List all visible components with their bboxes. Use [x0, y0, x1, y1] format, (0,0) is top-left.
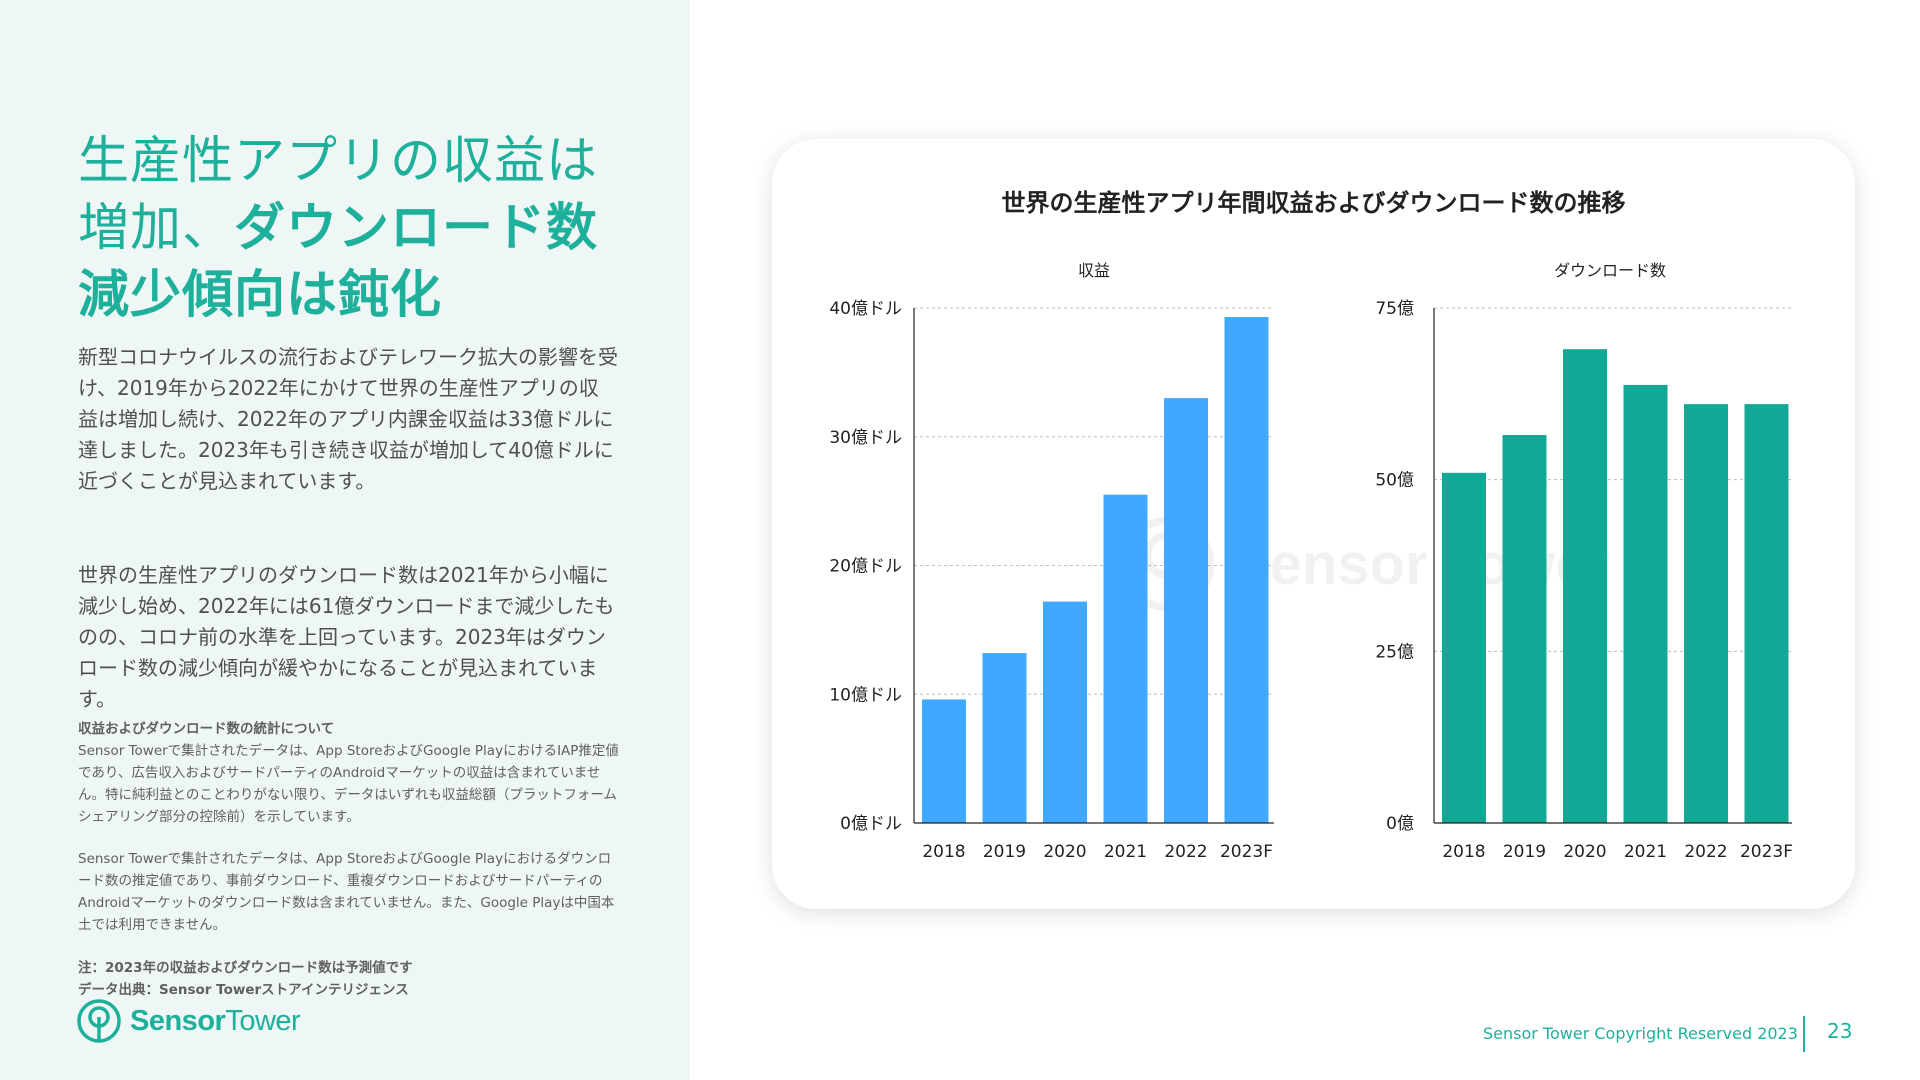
- notes-download: Sensor Towerで集計されたデータは、App StoreおよびGoogl…: [78, 848, 623, 936]
- footnote-source: データ出典：Sensor Towerストアインテリジェンス: [78, 982, 409, 998]
- downloads-xtick-label: 2023F: [1740, 842, 1793, 862]
- downloads-bar-2022: [1684, 404, 1728, 823]
- downloads-bar-2023F: [1744, 404, 1789, 823]
- page-number: 23: [1827, 1019, 1853, 1043]
- revenue-xtick-label: 2022: [1164, 842, 1207, 862]
- revenue-bar-2019: [982, 653, 1027, 823]
- revenue-xtick-label: 2021: [1104, 842, 1147, 862]
- headline-line-1: 生産性アプリの収益は: [78, 132, 599, 191]
- revenue-xtick-label: 2023F: [1220, 842, 1273, 862]
- revenue-bar-2021: [1103, 494, 1148, 823]
- headline-line-2-normal: 増加、: [78, 199, 235, 258]
- revenue-bar-2022: [1164, 398, 1208, 823]
- footer-copyright: Sensor Tower Copyright Reserved 2023: [1483, 1024, 1798, 1043]
- footer-divider: [1803, 1016, 1805, 1052]
- downloads-bar-2019: [1502, 435, 1547, 823]
- chart-title: 世界の生産性アプリ年間収益およびダウンロード数の推移: [1001, 189, 1626, 217]
- notes-download-text: Sensor Towerで集計されたデータは、App StoreおよびGoogl…: [78, 851, 615, 933]
- downloads-ytick-label: 25億: [1375, 642, 1414, 662]
- revenue-xtick-label: 2018: [922, 842, 965, 862]
- logo-word-2: Tower: [225, 1004, 301, 1037]
- footnote-forecast: 注：2023年の収益およびダウンロード数は予測値です: [78, 960, 413, 976]
- downloads-bar-2020: [1563, 349, 1607, 823]
- logo-wordmark: SensorTower: [130, 1004, 301, 1038]
- downloads-ytick-label: 75億: [1375, 299, 1414, 319]
- revenue-ytick-label: 20億ドル: [829, 557, 902, 577]
- notes-revenue: 収益およびダウンロード数の統計について Sensor Towerで集計されたデー…: [78, 718, 623, 828]
- notes-heading: 収益およびダウンロード数の統計について: [78, 721, 335, 737]
- downloads-ytick-label: 0億: [1386, 814, 1414, 834]
- downloads-bar-2021: [1623, 384, 1668, 823]
- logo-word-1: Sensor: [130, 1004, 226, 1037]
- body-paragraph-revenue: 新型コロナウイルスの流行およびテレワーク拡大の影響を受け、2019年から2022…: [78, 345, 618, 493]
- headline-line-3: 減少傾向は鈍化: [78, 266, 443, 325]
- left-panel: 生産性アプリの収益は 増加、ダウンロード数 減少傾向は鈍化 新型コロナウイルスの…: [0, 0, 690, 1080]
- revenue-xtick-label: 2019: [983, 842, 1026, 862]
- sensor-tower-logo-icon: [77, 999, 121, 1043]
- downloads-xtick-label: 2018: [1442, 842, 1485, 862]
- headline-line-2: 増加、ダウンロード数: [78, 195, 658, 262]
- downloads-xtick-label: 2021: [1624, 842, 1667, 862]
- revenue-ytick-label: 10億ドル: [829, 685, 902, 705]
- downloads-bar-2018: [1442, 472, 1486, 823]
- revenue-xtick-label: 2020: [1043, 842, 1086, 862]
- sensor-tower-logo: SensorTower: [76, 998, 301, 1044]
- headline-line-2-bold: ダウンロード数: [234, 199, 599, 258]
- downloads-xtick-label: 2019: [1503, 842, 1546, 862]
- revenue-bar-2023F: [1224, 317, 1269, 823]
- page-headline: 生産性アプリの収益は 増加、ダウンロード数 減少傾向は鈍化: [78, 128, 658, 329]
- chart-svg: 収益 0億ドル 10億ドル 20億ドル 30億ドル 40億ドル 2018 2019 2020 20…: [829, 261, 1793, 862]
- revenue-ytick-label: 0億ドル: [840, 814, 902, 834]
- notes-revenue-text: Sensor Towerで集計されたデータは、App StoreおよびGoogl…: [78, 743, 619, 825]
- revenue-ytick-label: 40億ドル: [829, 299, 902, 319]
- chart-card: 世界の生産性アプリ年間収益およびダウンロード数の推移 Sensor Tower …: [772, 139, 1855, 909]
- revenue-bar-2018: [922, 699, 966, 823]
- revenue-ytick-label: 30億ドル: [829, 428, 902, 448]
- notes-footer: 注：2023年の収益およびダウンロード数は予測値です データ出典：Sensor …: [78, 957, 623, 1001]
- downloads-ytick-label: 50億: [1375, 471, 1414, 491]
- revenue-bar-2020: [1043, 601, 1087, 823]
- downloads-xtick-label: 2022: [1684, 842, 1727, 862]
- body-paragraph-downloads: 世界の生産性アプリのダウンロード数は2021年から小幅に減少し始め、2022年に…: [78, 563, 615, 711]
- downloads-subtitle: ダウンロード数: [1554, 261, 1666, 280]
- revenue-subtitle: 収益: [1078, 261, 1110, 280]
- downloads-xtick-label: 2020: [1563, 842, 1606, 862]
